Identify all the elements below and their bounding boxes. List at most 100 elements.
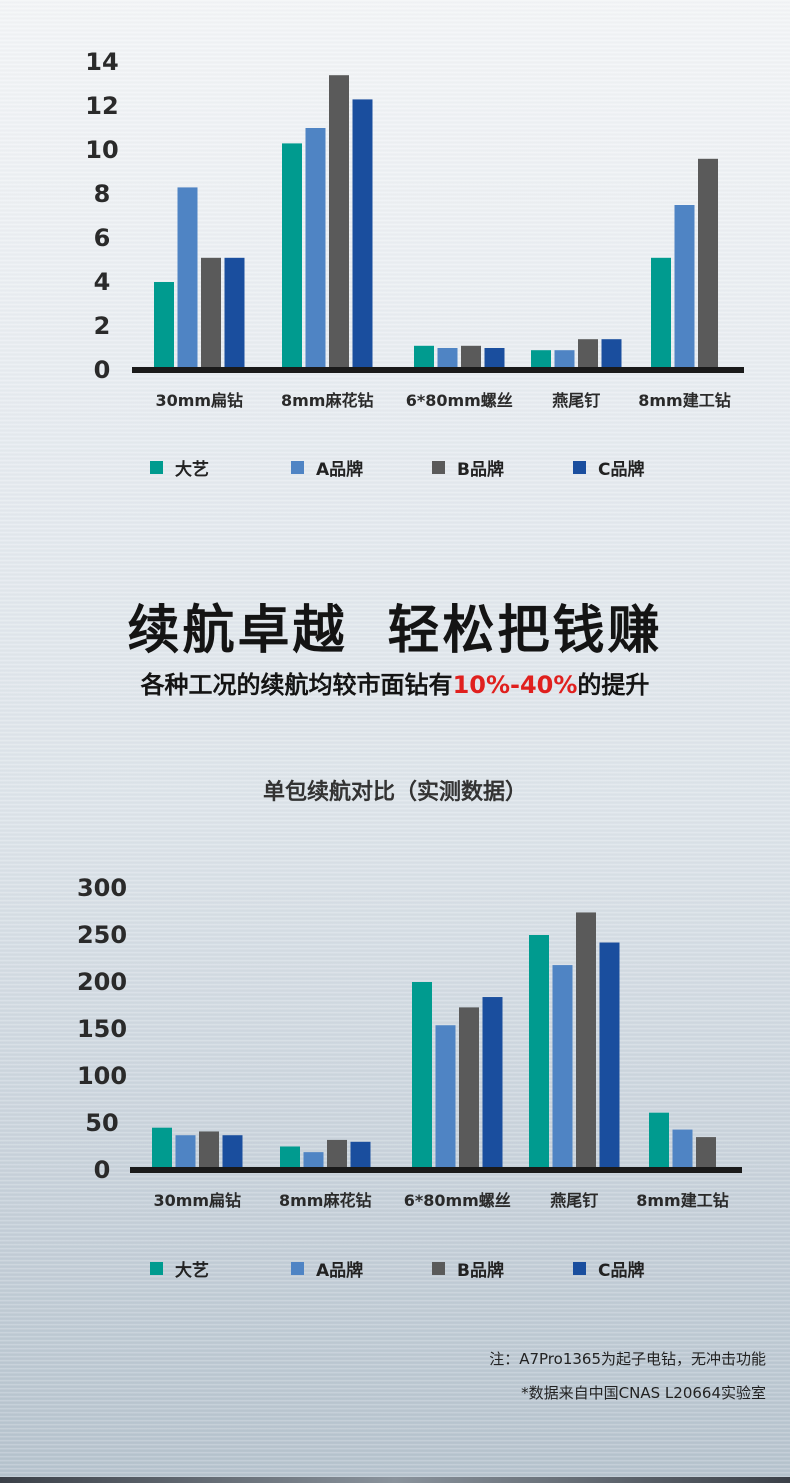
y-tick-label: 10 [85, 136, 118, 164]
legend-item-a-brand: A品牌 [291, 455, 432, 480]
bar [599, 942, 620, 1170]
category-label: 30mm扁钻 [155, 391, 243, 410]
y-tick-label: 100 [77, 1062, 127, 1090]
bar [651, 257, 671, 370]
y-tick-label: 50 [85, 1109, 118, 1137]
bar [177, 187, 198, 370]
legend-item-c-brand: C品牌 [573, 1256, 714, 1281]
x-axis-line [130, 1167, 742, 1173]
category-label: 8mm建工钻 [636, 1191, 728, 1210]
subheadline-prefix: 各种工况的续航均较市面钻有 [140, 671, 453, 699]
bar [199, 1131, 219, 1170]
legend-swatch [432, 461, 445, 474]
legend-label: A品牌 [316, 460, 364, 480]
bar [529, 935, 549, 1170]
legend-item-b-brand: B品牌 [432, 455, 573, 480]
headline-part-1: 续航卓越 [127, 601, 348, 661]
y-tick-label: 4 [94, 268, 111, 296]
legend-label: C品牌 [598, 460, 645, 480]
bar [484, 348, 505, 370]
legend-swatch [150, 1262, 163, 1275]
legend-item-a-brand: A品牌 [291, 1256, 432, 1281]
y-tick-label: 0 [94, 1156, 111, 1184]
category-label: 8mm建工钻 [638, 391, 730, 410]
bar [649, 1112, 669, 1170]
legend-item-b-brand: B品牌 [432, 1256, 573, 1281]
bar [552, 965, 573, 1170]
bar [414, 345, 434, 370]
y-tick-label: 2 [94, 312, 111, 340]
y-tick-label: 12 [85, 92, 118, 120]
footnote-product: 注：A7Pro1365为起子电钻，无冲击功能 [489, 1350, 766, 1368]
bar [554, 350, 575, 370]
bar [531, 350, 551, 370]
bar [224, 257, 245, 370]
bar [303, 1152, 324, 1170]
x-axis-line [132, 367, 744, 373]
legend-label: B品牌 [457, 460, 504, 480]
subheadline-suffix: 的提升 [577, 671, 650, 699]
y-tick-label: 200 [77, 968, 127, 996]
bar [437, 348, 458, 370]
category-label: 6*80mm螺丝 [406, 391, 513, 410]
bar [461, 345, 481, 370]
bar [222, 1135, 243, 1170]
legend-swatch [573, 461, 586, 474]
y-tick-label: 6 [94, 224, 111, 252]
category-label: 6*80mm螺丝 [404, 1191, 511, 1210]
legend-swatch [432, 1262, 445, 1275]
bar [154, 282, 174, 370]
bar [282, 143, 302, 370]
bar [696, 1137, 716, 1170]
bar [672, 1129, 693, 1170]
bar [152, 1127, 172, 1170]
bar [201, 257, 221, 370]
bar [459, 1007, 479, 1170]
y-tick-label: 300 [77, 874, 127, 902]
bar [601, 339, 622, 370]
y-tick-label: 14 [85, 48, 118, 76]
bar [175, 1135, 196, 1170]
category-label: 8mm麻花钻 [281, 391, 373, 410]
bottom-bar [0, 1477, 790, 1483]
bar [412, 982, 432, 1170]
legend-label: C品牌 [598, 1261, 645, 1281]
chart-2: 0 50 100 150 200 250 300 30mm扁钻 8mm麻花钻 6*80mm螺丝 燕尾… [77, 874, 742, 1210]
category-label: 30mm扁钻 [153, 1191, 241, 1210]
bar [698, 158, 718, 370]
bar [350, 1141, 371, 1170]
bar [352, 99, 373, 371]
y-tick-label: 8 [94, 180, 111, 208]
legend-item-dayi: 大艺 [150, 1256, 291, 1281]
subheadline: 各种工况的续航均较市面钻有10%-40%的提升 [0, 665, 790, 700]
legend-item-dayi: 大艺 [150, 455, 291, 480]
headline-part-2: 轻松把钱赚 [387, 601, 663, 661]
bar [576, 912, 596, 1170]
legend-swatch [291, 1262, 304, 1275]
bar [329, 75, 349, 370]
y-tick-label: 0 [94, 356, 111, 384]
bar [305, 128, 326, 370]
bar [327, 1139, 347, 1170]
chart-1: 0 2 4 6 8 10 12 14 30mm扁钻 8mm麻花钻 6*80mm螺丝 燕尾钉 8mm建工钻 [85, 48, 744, 410]
subheadline-highlight: 10%-40% [452, 671, 578, 699]
legend-item-c-brand: C品牌 [573, 455, 714, 480]
legend-label: B品牌 [457, 1261, 504, 1281]
y-tick-label: 250 [77, 921, 127, 949]
bar [482, 997, 503, 1170]
legend-swatch [573, 1262, 586, 1275]
category-label: 燕尾钉 [552, 391, 600, 410]
footnote-lab: *数据来自中国CNAS L20664实验室 [521, 1384, 766, 1402]
legend-swatch [150, 461, 163, 474]
chart-2-title: 单包续航对比（实测数据） [262, 780, 527, 805]
legend-label: 大艺 [175, 1261, 209, 1281]
category-label: 燕尾钉 [550, 1191, 598, 1210]
legend-label: A品牌 [316, 1261, 364, 1281]
chart-2-legend: 大艺 A品牌 B品牌 C品牌 [150, 1256, 714, 1281]
legend-label: 大艺 [175, 460, 209, 480]
bar [674, 205, 695, 370]
category-label: 8mm麻花钻 [279, 1191, 371, 1210]
y-tick-label: 150 [77, 1015, 127, 1043]
bar [435, 1025, 456, 1170]
chart-1-legend: 大艺 A品牌 B品牌 C品牌 [150, 455, 714, 480]
